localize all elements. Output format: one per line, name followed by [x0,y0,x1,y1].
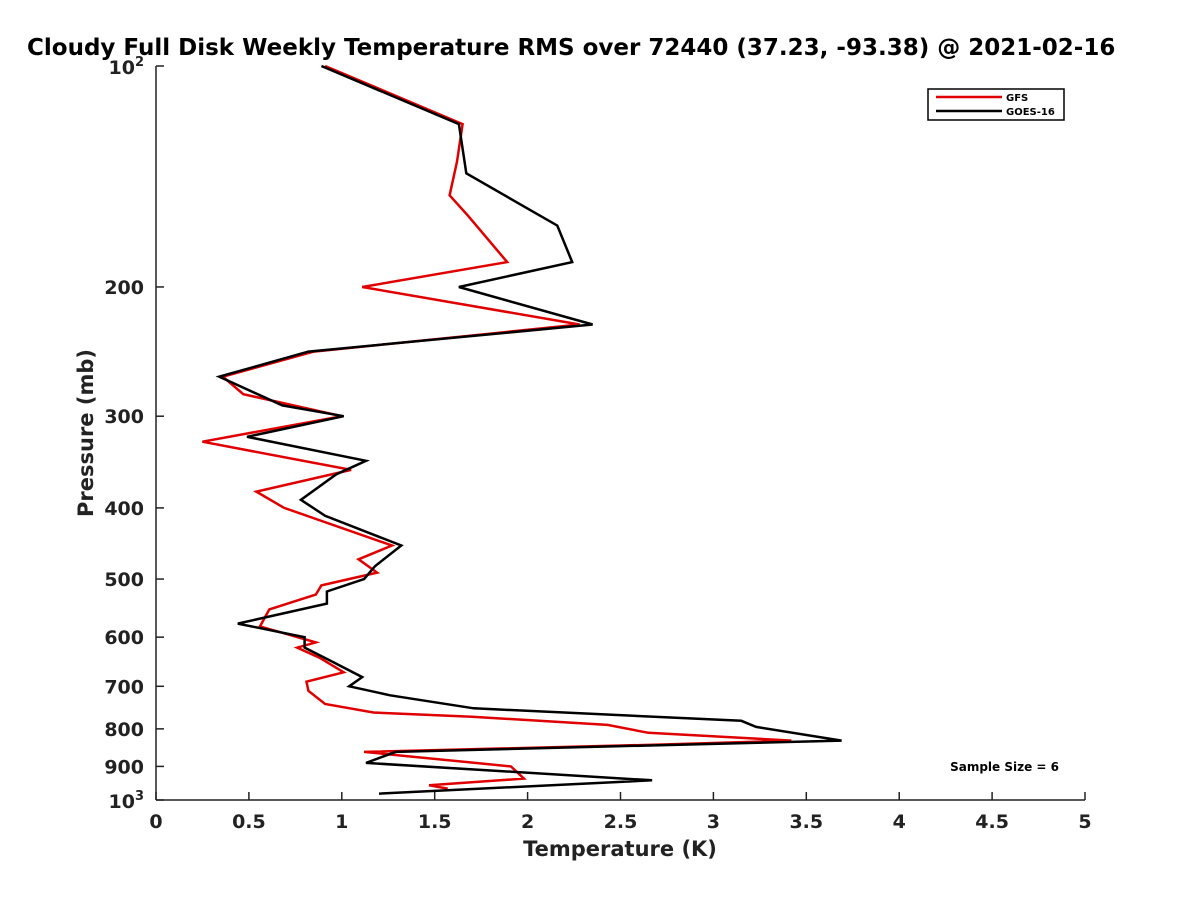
y-tick-label: 500 [104,569,144,591]
y-tick-label: 102 [109,55,145,79]
legend-label-goes16: GOES-16 [1006,107,1055,118]
legend: GFS GOES-16 [927,88,1065,121]
y-axis-label: Pressure (mb) [74,349,98,517]
sample-size-annotation: Sample Size = 6 [950,760,1059,774]
series-line-goes16 [215,64,842,795]
y-tick-label: 200 [104,277,144,299]
legend-label-gfs: GFS [1006,93,1028,104]
y-tick-label: 400 [104,498,144,520]
y-tick-label: 900 [104,756,144,778]
y-tick-label: 700 [104,676,144,698]
legend-box [927,88,1065,121]
y-tick-label: 300 [104,406,144,428]
x-tick-label: 1.5 [418,811,452,833]
x-tick-label: 2.5 [604,811,638,833]
series-line-gfs [202,64,792,790]
x-tick-label: 5 [1078,811,1091,833]
x-tick-label: 1 [335,811,348,833]
x-tick-label: 4.5 [975,811,1009,833]
plot-area: 0 0.5 1 1.5 2 2.5 3 3.5 4 4.5 5 102 200 300 400 500 600 7… [104,55,1091,833]
x-tick-label: 4 [893,811,906,833]
x-tick-label: 0.5 [232,811,266,833]
y-tick-label: 800 [104,719,144,741]
y-tick-label: 103 [109,789,145,813]
chart-title: Cloudy Full Disk Weekly Temperature RMS … [27,35,1115,61]
x-tick-label: 3 [707,811,720,833]
x-tick-label: 2 [521,811,534,833]
x-tick-label: 3.5 [789,811,823,833]
x-axis-label: Temperature (K) [523,837,717,861]
x-tick-label: 0 [149,811,162,833]
y-tick-label: 600 [104,627,144,649]
